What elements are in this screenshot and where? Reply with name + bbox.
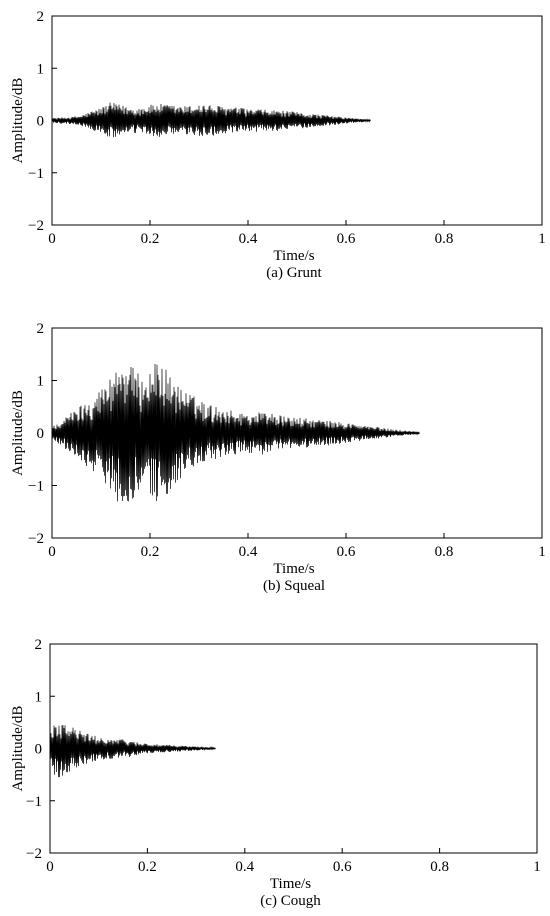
x-tick-label: 1: [533, 859, 541, 875]
waveform-path: [49, 725, 216, 778]
waveform: [49, 725, 216, 778]
y-tick-label: 0: [37, 426, 45, 442]
y-axis-label: Amplitude/dB: [10, 390, 26, 476]
x-tick-label: 0: [48, 231, 56, 247]
x-tick-label: 0.4: [239, 544, 258, 560]
axis-ticks: 0 0.2 0.4 0.6 0.8 1 2 1 0 −1 −2: [26, 637, 541, 875]
x-tick-label: 0.2: [141, 544, 160, 560]
x-tick-label: 0.4: [239, 231, 258, 247]
panel-caption: (c) Cough: [260, 893, 321, 909]
x-tick-label: 0.2: [141, 231, 160, 247]
x-axis-label: Time/s: [273, 248, 314, 264]
waveform: [51, 102, 371, 138]
x-axis-label: Time/s: [270, 876, 311, 892]
panel-cough: 0 0.2 0.4 0.6 0.8 1 2 1 0 −1 −2 Time/s Amplitude/d…: [10, 637, 541, 909]
waveform: [51, 363, 420, 502]
x-tick-label: 0.6: [337, 231, 356, 247]
y-tick-label: −2: [28, 218, 44, 234]
y-tick-label: −1: [28, 479, 44, 495]
panel-caption: (b) Squeal: [263, 578, 325, 594]
x-tick-label: 1: [538, 231, 546, 247]
y-tick-label: 2: [37, 9, 45, 25]
y-tick-label: −2: [26, 846, 42, 862]
y-tick-label: 0: [37, 114, 45, 130]
panel-squeal: 0 0.2 0.4 0.6 0.8 1 2 1 0 −1 −2 Time/s Amplitude/d…: [10, 321, 546, 594]
y-axis-label: Amplitude/dB: [10, 706, 26, 792]
x-tick-label: 0.8: [435, 231, 454, 247]
y-tick-label: 1: [37, 374, 45, 390]
y-tick-label: 2: [35, 637, 43, 653]
x-tick-label: 1: [538, 544, 546, 560]
x-tick-label: 0.8: [435, 544, 454, 560]
y-tick-label: 1: [37, 61, 45, 77]
x-tick-label: 0.6: [333, 859, 352, 875]
x-tick-label: 0.6: [337, 544, 356, 560]
y-tick-label: 0: [35, 742, 43, 758]
y-tick-label: −1: [26, 794, 42, 810]
y-tick-label: 1: [35, 689, 43, 705]
x-tick-label: 0.2: [138, 859, 157, 875]
y-tick-label: 2: [37, 321, 45, 337]
waveform-path: [51, 102, 371, 138]
x-tick-label: 0.8: [430, 859, 449, 875]
x-axis-label: Time/s: [273, 561, 314, 577]
x-tick-label: 0: [48, 544, 56, 560]
axis-ticks: 0 0.2 0.4 0.6 0.8 1 2 1 0 −1 −2: [28, 321, 546, 560]
x-tick-label: 0.4: [235, 859, 254, 875]
y-tick-label: −2: [28, 531, 44, 547]
x-tick-label: 0: [46, 859, 54, 875]
waveform-path: [51, 363, 420, 502]
panel-grunt: 0 0.2 0.4 0.6 0.8 1 2 1 0 −1 −2 Time/s Amplitude/d…: [10, 9, 546, 281]
panel-caption: (a) Grunt: [266, 265, 322, 281]
y-axis-label: Amplitude/dB: [10, 78, 26, 164]
axis-ticks: 0 0.2 0.4 0.6 0.8 1 2 1 0 −1 −2: [28, 9, 546, 247]
y-tick-label: −1: [28, 166, 44, 182]
